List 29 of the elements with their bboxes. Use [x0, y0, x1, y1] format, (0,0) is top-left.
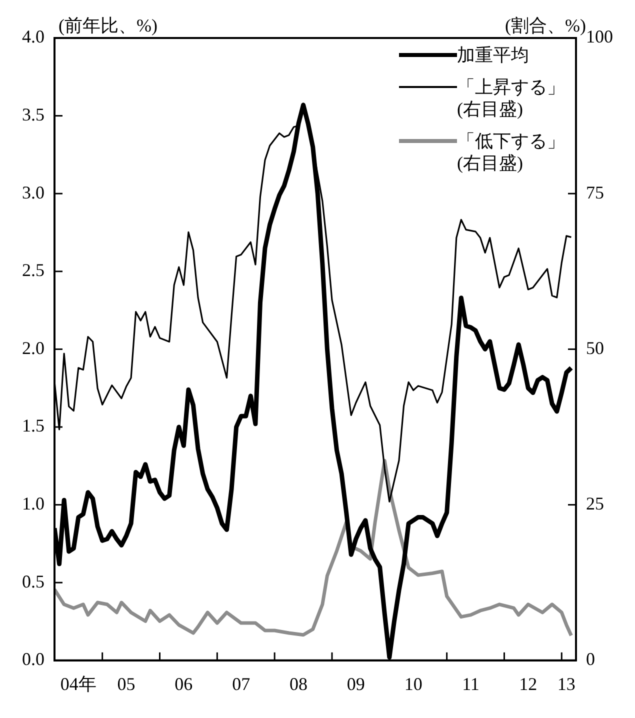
- y2-tick-label: 50: [586, 338, 604, 358]
- y-tick-label: 1.0: [22, 494, 44, 514]
- y2-tick-label: 100: [586, 26, 613, 47]
- y-tick-label: 2.5: [22, 260, 44, 280]
- y2-tick-label: 75: [586, 182, 604, 202]
- x-tick-label: 09: [346, 674, 365, 694]
- x-tick-label: 10: [404, 674, 422, 694]
- x-tick-label: 07: [232, 674, 250, 694]
- x-tick-label: 06: [174, 674, 193, 694]
- legend-label: 加重平均: [457, 44, 530, 66]
- x-tick-label: 05: [117, 674, 136, 694]
- y-tick-label: 2.0: [22, 338, 44, 358]
- legend-label: 「低下する」(右目盛): [457, 130, 566, 174]
- y-axis-title: (前年比、%): [58, 16, 158, 36]
- y2-axis-title: (割合、%): [505, 16, 586, 36]
- y-tick-label: 4.0: [22, 26, 44, 47]
- x-tick-label: 11: [462, 674, 480, 694]
- y-tick-label: 0.0: [22, 649, 44, 670]
- y-tick-label: 0.5: [22, 571, 44, 592]
- y-tick-label: 1.5: [22, 416, 44, 436]
- y2-tick-label: 0: [586, 649, 595, 670]
- x-tick-label: 12: [519, 674, 538, 694]
- x-tick-label: 13: [557, 674, 576, 694]
- y-tick-label: 3.0: [22, 182, 44, 202]
- y-tick-label: 3.5: [22, 104, 44, 125]
- x-tick-label: 04年: [60, 674, 96, 694]
- legend-label: 「上昇する」(右目盛): [457, 76, 566, 120]
- x-tick-label: 08: [290, 674, 308, 694]
- y2-tick-label: 25: [586, 494, 604, 514]
